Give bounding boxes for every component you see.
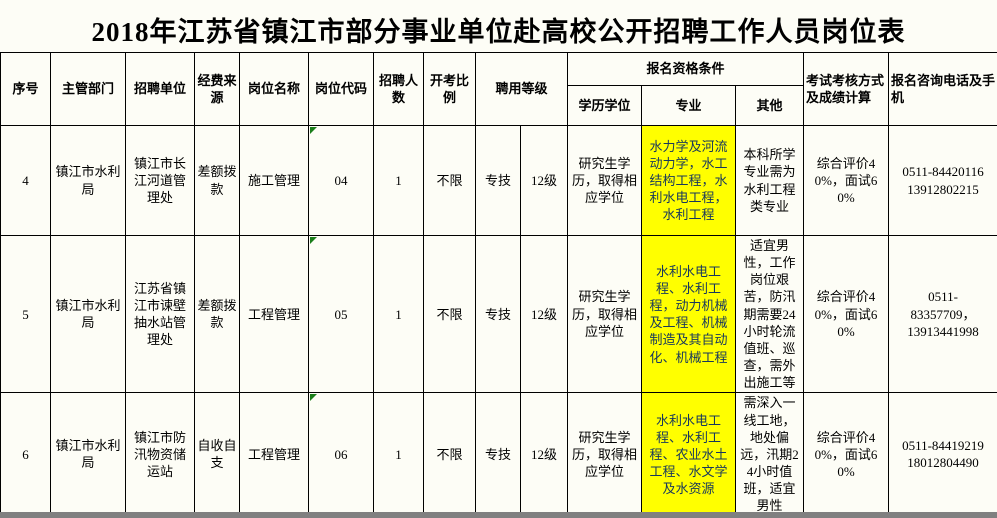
cell-seq[interactable]: 6 [0, 392, 51, 517]
cell-funding[interactable]: 自收自支 [194, 392, 240, 517]
cell-phone[interactable]: 0511- 83357709， 13913441998 [888, 234, 997, 394]
job-row-6: 6 镇江市水利局 镇江市防汛物资储运站 自收自支 工程管理 06 1 不限 专技… [0, 392, 997, 517]
header-row-top: 序号 主管部门 招聘单位 经费来源 岗位名称 岗位代码 招聘人数 开考比例 聘用… [0, 52, 997, 126]
error-indicator-icon [310, 394, 317, 402]
cell-education[interactable]: 研究生学历，取得相应学位 [567, 234, 643, 394]
cell-post-code[interactable]: 04 [308, 125, 374, 236]
cell-post-name[interactable]: 施工管理 [239, 125, 309, 236]
cell-unit[interactable]: 江苏省镇江市谏壁抽水站管理处 [125, 234, 195, 394]
post-code-value: 04 [334, 172, 348, 188]
cell-major-highlighted[interactable]: 水利水电工程、水利工程，动力机械及工程、机械制造及其自动化、机械工程 [641, 234, 737, 394]
cell-funding[interactable]: 差额拨款 [194, 234, 240, 394]
cell-dept[interactable]: 镇江市水利局 [50, 125, 126, 236]
cell-count[interactable]: 1 [373, 234, 424, 394]
header-unit[interactable]: 招聘单位 [125, 52, 195, 126]
header-funding[interactable]: 经费来源 [194, 52, 240, 126]
job-row-4: 4 镇江市水利局 镇江市长江河道管理处 差额拨款 施工管理 04 1 不限 专技… [0, 125, 997, 236]
cell-level-type[interactable]: 专技 [475, 125, 521, 236]
cell-seq[interactable]: 5 [0, 234, 51, 394]
header-ratio[interactable]: 开考比例 [423, 52, 476, 126]
cell-ratio[interactable]: 不限 [423, 125, 476, 236]
cell-count[interactable]: 1 [373, 392, 424, 517]
header-level[interactable]: 聘用等级 [474, 52, 569, 126]
cell-unit[interactable]: 镇江市长江河道管理处 [125, 125, 195, 236]
header-count[interactable]: 招聘人数 [373, 52, 424, 126]
header-dept[interactable]: 主管部门 [50, 52, 126, 126]
cell-dept[interactable]: 镇江市水利局 [50, 392, 126, 517]
cell-major-highlighted[interactable]: 水利水电工程、水利工程、农业水土工程、水文学及水资源 [641, 392, 737, 517]
cell-dept[interactable]: 镇江市水利局 [50, 234, 126, 394]
cell-level-grade[interactable]: 12级 [519, 392, 569, 517]
cell-major-highlighted[interactable]: 水力学及河流动力学，水工结构工程，水利水电工程，水利工程 [641, 125, 737, 236]
header-seq[interactable]: 序号 [0, 52, 51, 126]
cell-education[interactable]: 研究生学历，取得相应学位 [567, 125, 643, 236]
cell-level-grade[interactable]: 12级 [519, 234, 569, 394]
header-post-code[interactable]: 岗位代码 [308, 52, 374, 126]
cell-other[interactable]: 适宜男性，工作岗位艰苦，防汛期需要24小时轮流值班、巡查，需外出施工等 [735, 234, 805, 394]
cell-phone[interactable]: 0511-84419219 18012804490 [888, 392, 997, 517]
cell-ratio[interactable]: 不限 [423, 392, 476, 517]
header-phone[interactable]: 报名咨询电话及手机 [888, 52, 997, 126]
header-qualification-group[interactable]: 报名资格条件 [567, 52, 805, 86]
page-title: 2018年江苏省镇江市部分事业单位赴高校公开招聘工作人员岗位表 [0, 0, 997, 52]
cell-count[interactable]: 1 [373, 125, 424, 236]
header-exam[interactable]: 考试考核方式及成绩计算 [803, 52, 890, 126]
cell-education[interactable]: 研究生学历，取得相应学位 [567, 392, 643, 517]
job-positions-table: 序号 主管部门 招聘单位 经费来源 岗位名称 岗位代码 招聘人数 开考比例 聘用… [0, 52, 997, 517]
cell-level-type[interactable]: 专技 [475, 234, 521, 394]
cell-post-name[interactable]: 工程管理 [239, 234, 309, 394]
cell-phone[interactable]: 0511-84420116 13912802215 [888, 125, 997, 236]
cell-post-code[interactable]: 06 [308, 392, 374, 517]
cell-exam[interactable]: 综合评价40%，面试60% [803, 392, 890, 517]
error-indicator-icon [310, 127, 317, 134]
cell-exam[interactable]: 综合评价40%，面试60% [803, 234, 890, 394]
header-row-sub: 学历学位 专业 其他 [1, 85, 997, 126]
cell-post-name[interactable]: 工程管理 [239, 392, 309, 517]
post-code-value: 05 [334, 306, 348, 322]
cell-ratio[interactable]: 不限 [423, 234, 476, 394]
cell-level-type[interactable]: 专技 [475, 392, 521, 517]
cell-post-code[interactable]: 05 [308, 234, 374, 394]
job-row-5: 5 镇江市水利局 江苏省镇江市谏壁抽水站管理处 差额拨款 工程管理 05 1 不… [0, 234, 997, 394]
table-header: 序号 主管部门 招聘单位 经费来源 岗位名称 岗位代码 招聘人数 开考比例 聘用… [0, 52, 997, 126]
header-post-name[interactable]: 岗位名称 [239, 52, 309, 126]
outside-sheet-strip [0, 512, 997, 518]
cell-level-grade[interactable]: 12级 [519, 125, 569, 236]
header-other[interactable]: 其他 [735, 85, 805, 126]
cell-unit[interactable]: 镇江市防汛物资储运站 [125, 392, 195, 517]
header-education[interactable]: 学历学位 [567, 85, 643, 126]
cell-exam[interactable]: 综合评价40%，面试60% [803, 125, 890, 236]
error-indicator-icon [310, 237, 317, 244]
cell-other[interactable]: 需深入一线工地，地处偏远，汛期24小时值班，适宜男性 [735, 392, 805, 517]
cell-other[interactable]: 本科所学专业需为水利工程类专业 [735, 125, 805, 236]
cell-seq[interactable]: 4 [0, 125, 51, 236]
header-major[interactable]: 专业 [641, 85, 737, 126]
cell-funding[interactable]: 差额拨款 [194, 125, 240, 236]
post-code-value: 06 [334, 446, 348, 462]
